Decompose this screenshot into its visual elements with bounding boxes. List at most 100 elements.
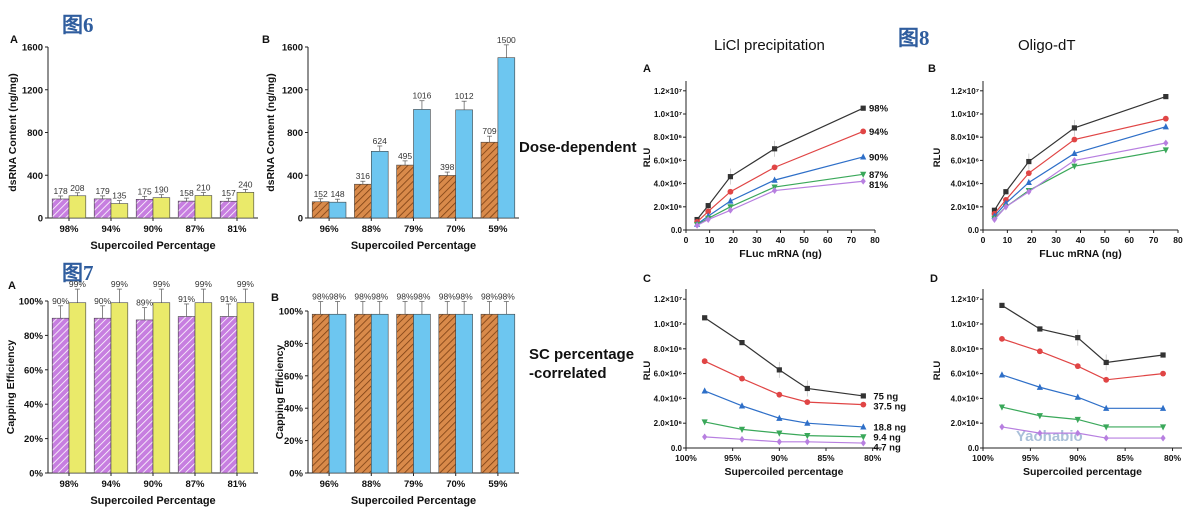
data-label: 99% bbox=[237, 279, 254, 289]
y-tick-label: 8.0×10⁶ bbox=[951, 133, 980, 142]
marker-diamond bbox=[1026, 188, 1032, 196]
y-tick-label: 100% bbox=[19, 297, 44, 308]
marker-square bbox=[1026, 158, 1032, 165]
x-axis-title: Supercoiled Percentage bbox=[351, 495, 476, 507]
y-tick-label: 0.0 bbox=[671, 226, 683, 235]
y-tick-label: 1200 bbox=[22, 85, 43, 96]
marker-square bbox=[999, 302, 1005, 308]
data-label: 99% bbox=[195, 279, 212, 289]
y-tick-label: 1.2×10⁷ bbox=[951, 87, 979, 96]
data-label: 98% bbox=[329, 292, 346, 302]
sc-correlated-note-line1: SC percentage bbox=[529, 346, 635, 363]
marker-circle bbox=[739, 375, 745, 382]
marker-diamond bbox=[860, 439, 866, 447]
y-tick-label: 0 bbox=[38, 214, 43, 225]
marker-square bbox=[1160, 352, 1166, 358]
marker-square bbox=[1103, 359, 1109, 366]
marker-diamond bbox=[739, 435, 745, 443]
marker-triangle-up bbox=[860, 423, 867, 430]
x-tick-label: 90% bbox=[1069, 453, 1086, 463]
marker-diamond bbox=[776, 438, 782, 446]
data-label: 99% bbox=[111, 279, 128, 289]
marker-diamond bbox=[694, 221, 700, 229]
marker-circle bbox=[727, 188, 734, 195]
data-label: 98% bbox=[312, 292, 329, 302]
y-tick-label: 2.0×10⁶ bbox=[654, 203, 683, 212]
dose-dependent-note: Dose-dependent bbox=[519, 139, 637, 156]
series-end-label: 9.4 ng bbox=[873, 432, 901, 443]
marker-triangle-down bbox=[1159, 424, 1167, 431]
y-tick-label: 8.0×10⁶ bbox=[654, 345, 683, 354]
x-tick-label: 88% bbox=[362, 224, 382, 235]
marker-triangle-down bbox=[1162, 147, 1169, 154]
marker-triangle-up bbox=[998, 371, 1006, 378]
x-axis-title: Supercoiled Percentage bbox=[90, 495, 215, 507]
marker-circle bbox=[1103, 376, 1110, 383]
data-label: 316 bbox=[356, 171, 370, 181]
x-tick-label: 98% bbox=[59, 479, 79, 490]
x-tick-label: 59% bbox=[488, 224, 508, 235]
x-axis-title: Supercoiled Percentage bbox=[351, 240, 476, 252]
data-label: 90% bbox=[52, 296, 69, 306]
y-tick-label: 60% bbox=[24, 365, 44, 376]
data-label: 99% bbox=[153, 279, 170, 289]
x-tick-label: 10 bbox=[1003, 235, 1013, 245]
x-tick-label: 40 bbox=[776, 235, 786, 245]
x-tick-label: 50 bbox=[799, 235, 809, 245]
figure-8-heading: 图8 bbox=[898, 26, 930, 50]
marker-square bbox=[705, 203, 711, 209]
data-label: 709 bbox=[482, 126, 496, 136]
marker-triangle-down bbox=[776, 430, 783, 437]
series-end-label: 37.5 ng bbox=[873, 401, 906, 412]
x-tick-label: 87% bbox=[185, 479, 205, 490]
marker-square bbox=[727, 174, 734, 180]
y-tick-label: 4.0×10⁶ bbox=[654, 394, 683, 403]
data-label: 178 bbox=[54, 186, 68, 196]
series-line bbox=[1001, 406, 1164, 428]
x-tick-label: 96% bbox=[320, 224, 340, 235]
y-tick-label: 60% bbox=[284, 371, 304, 382]
series-end-label: 81% bbox=[869, 180, 889, 191]
x-tick-label: 60 bbox=[823, 235, 833, 245]
x-tick-label: 85% bbox=[817, 453, 834, 463]
marker-diamond bbox=[705, 216, 711, 223]
y-tick-label: 0% bbox=[289, 469, 303, 480]
marker-square bbox=[1163, 94, 1169, 100]
marker-diamond bbox=[1075, 429, 1081, 437]
marker-triangle-up bbox=[776, 414, 783, 421]
y-tick-label: 80% bbox=[24, 331, 44, 342]
data-label: 98% bbox=[397, 292, 414, 302]
data-label: 98% bbox=[481, 292, 498, 302]
data-label: 190 bbox=[154, 185, 168, 195]
y-tick-label: 400 bbox=[27, 171, 43, 182]
x-tick-label: 70 bbox=[847, 235, 857, 245]
data-label: 1016 bbox=[412, 91, 431, 101]
marker-circle bbox=[701, 358, 708, 365]
panel-letter: B bbox=[262, 34, 270, 46]
x-tick-label: 90% bbox=[143, 479, 163, 490]
y-tick-label: 2.0×10⁶ bbox=[654, 419, 683, 428]
y-tick-label: 1600 bbox=[282, 43, 303, 54]
marker-diamond bbox=[860, 177, 866, 185]
marker-triangle-down bbox=[701, 419, 708, 426]
marker-circle bbox=[776, 391, 783, 398]
marker-diamond bbox=[1071, 157, 1078, 164]
x-tick-label: 70 bbox=[1149, 235, 1159, 245]
y-tick-label: 40% bbox=[284, 404, 304, 415]
x-tick-label: 95% bbox=[724, 453, 741, 463]
marker-circle bbox=[705, 208, 712, 215]
marker-triangle-up bbox=[738, 402, 746, 409]
y-tick-label: 1.0×10⁷ bbox=[951, 110, 979, 119]
data-label: 89% bbox=[136, 298, 153, 308]
x-tick-label: 59% bbox=[488, 479, 508, 490]
marker-square bbox=[702, 315, 708, 321]
y-tick-label: 8.0×10⁶ bbox=[951, 345, 980, 354]
marker-circle bbox=[1025, 170, 1032, 177]
y-tick-label: 2.0×10⁶ bbox=[951, 203, 980, 212]
y-axis-title: RLU bbox=[642, 148, 653, 168]
x-tick-label: 80% bbox=[864, 453, 881, 463]
